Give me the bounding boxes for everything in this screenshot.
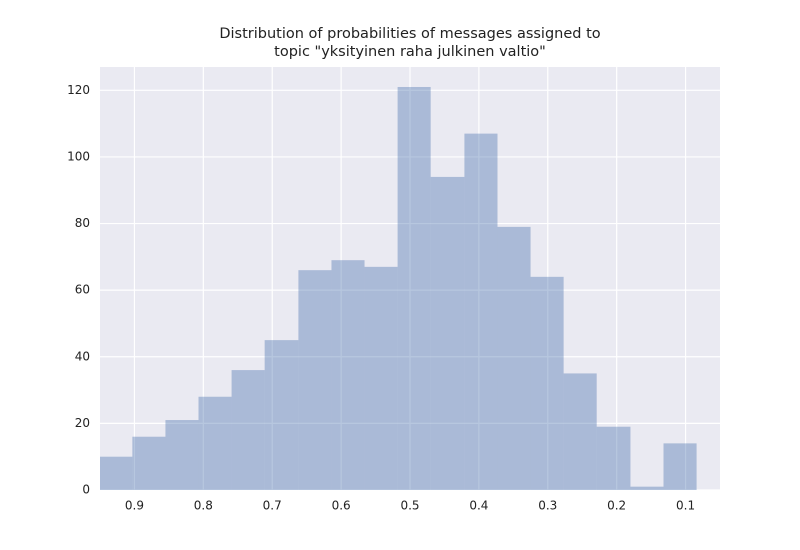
x-tick-label: 0.3: [538, 499, 557, 513]
bar: [165, 420, 199, 490]
bar: [331, 260, 365, 490]
tick-labels: 0 20 40 60 80 100 120 0.9 0.8 0.7 0.6 0.5 0.4 0.3 0.2 0…: [67, 83, 695, 513]
bar: [530, 276, 564, 490]
x-tick-label: 0.9: [125, 499, 144, 513]
bar: [663, 443, 697, 490]
x-tick-label: 0.1: [676, 499, 695, 513]
y-tick-label: 60: [75, 283, 90, 297]
bar: [464, 133, 498, 490]
bar: [132, 436, 166, 490]
y-tick-label: 40: [75, 349, 90, 363]
bars: [100, 86, 697, 490]
x-tick-label: 0.4: [469, 499, 488, 513]
x-tick-label: 0.7: [263, 499, 282, 513]
bar: [298, 270, 332, 490]
chart-title: topic "yksityinen raha julkinen valtio": [274, 44, 546, 60]
bar: [630, 486, 664, 490]
bar: [264, 340, 299, 490]
bar: [596, 426, 631, 490]
y-tick-label: 80: [75, 216, 90, 230]
bar: [497, 226, 531, 490]
x-tick-label: 0.8: [194, 499, 213, 513]
bar: [231, 370, 265, 490]
bar: [563, 373, 597, 490]
grid: [100, 67, 720, 491]
x-tick-label: 0.5: [400, 499, 419, 513]
chart-title: Distribution of probabilities of message…: [219, 26, 600, 42]
bar: [198, 396, 232, 490]
bar: [430, 176, 465, 490]
x-tick-label: 0.2: [607, 499, 626, 513]
y-tick-label: 100: [67, 149, 90, 163]
y-tick-label: 0: [82, 483, 90, 497]
bar: [364, 266, 398, 490]
x-tick-label: 0.6: [332, 499, 351, 513]
y-tick-label: 20: [75, 416, 90, 430]
bar: [100, 456, 133, 490]
bar: [397, 86, 431, 490]
y-tick-label: 120: [67, 83, 90, 97]
